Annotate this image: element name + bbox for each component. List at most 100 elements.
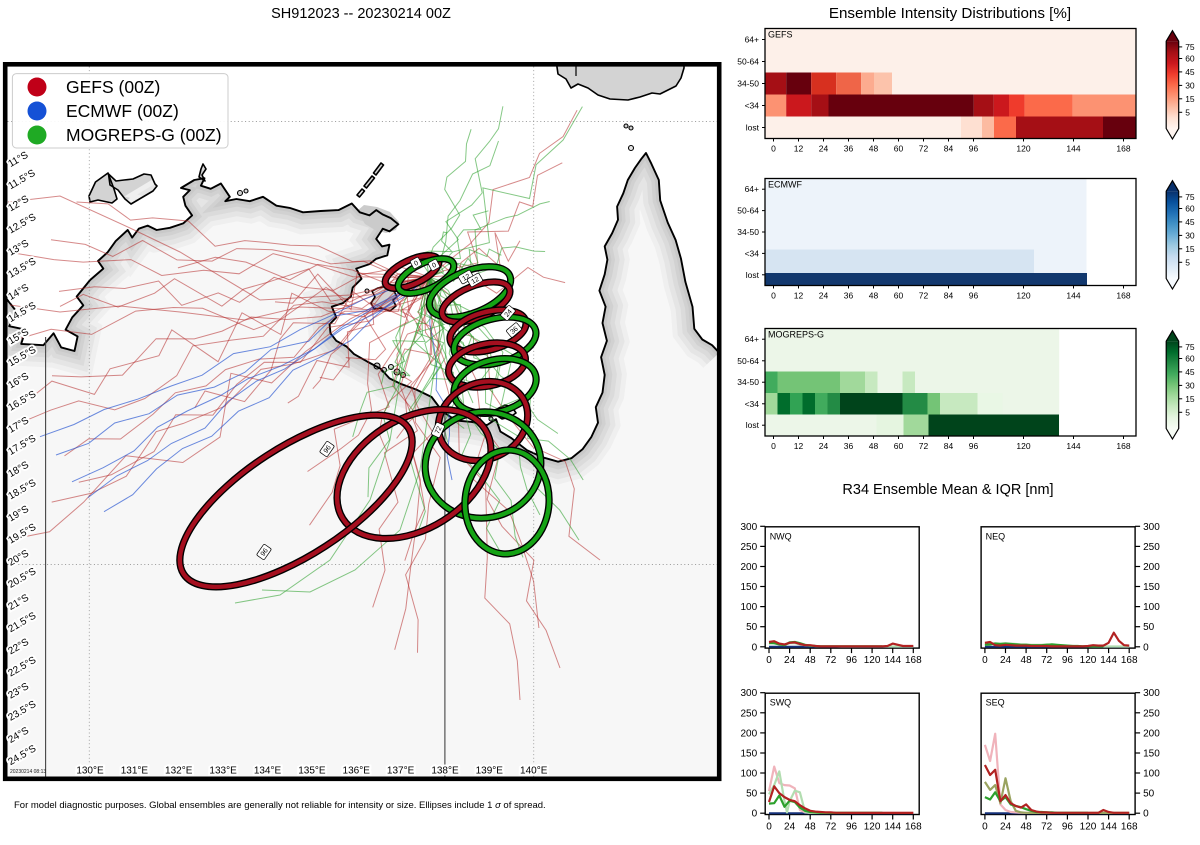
svg-text:0: 0 — [1143, 809, 1149, 820]
svg-text:72: 72 — [1041, 822, 1053, 833]
svg-text:0: 0 — [982, 655, 988, 666]
svg-text:134°E: 134°E — [254, 766, 282, 777]
svg-text:0: 0 — [982, 822, 988, 833]
svg-text:MOGREPS-G: MOGREPS-G — [768, 330, 824, 340]
svg-text:168: 168 — [1116, 441, 1130, 451]
svg-text:12: 12 — [461, 273, 471, 283]
svg-text:120: 120 — [1016, 441, 1030, 451]
svg-text:0: 0 — [766, 822, 772, 833]
svg-text:100: 100 — [741, 602, 758, 613]
svg-text:36: 36 — [844, 291, 854, 301]
svg-text:0: 0 — [413, 260, 420, 268]
svg-text:96: 96 — [969, 441, 979, 451]
svg-text:60: 60 — [894, 441, 904, 451]
svg-text:137°E: 137°E — [387, 766, 415, 777]
svg-text:MOGREPS-G (00Z): MOGREPS-G (00Z) — [66, 125, 222, 145]
svg-text:R34 Ensemble Mean & IQR [nm]: R34 Ensemble Mean & IQR [nm] — [842, 482, 1053, 498]
svg-text:50-64: 50-64 — [737, 57, 759, 67]
svg-text:120: 120 — [864, 822, 881, 833]
svg-text:SWQ: SWQ — [770, 698, 792, 708]
svg-text:72: 72 — [919, 144, 929, 154]
svg-text:lost: lost — [746, 123, 760, 133]
svg-text:36: 36 — [844, 441, 854, 451]
svg-text:24: 24 — [819, 441, 829, 451]
svg-text:168: 168 — [1116, 291, 1130, 301]
svg-text:<34: <34 — [745, 248, 760, 258]
svg-text:120: 120 — [864, 655, 881, 666]
svg-text:50-64: 50-64 — [737, 356, 759, 366]
svg-text:150: 150 — [741, 749, 758, 760]
svg-text:60: 60 — [1185, 54, 1195, 64]
svg-text:64+: 64+ — [745, 184, 759, 194]
svg-text:48: 48 — [1021, 822, 1033, 833]
svg-text:84: 84 — [944, 144, 954, 154]
svg-text:144: 144 — [1100, 655, 1117, 666]
svg-text:144: 144 — [884, 822, 901, 833]
svg-text:200: 200 — [741, 562, 758, 573]
svg-text:130°E: 130°E — [76, 766, 104, 777]
svg-text:34-50: 34-50 — [737, 377, 759, 387]
svg-text:96: 96 — [323, 444, 333, 454]
svg-text:60: 60 — [1185, 204, 1195, 214]
svg-text:30: 30 — [1185, 80, 1195, 90]
svg-text:250: 250 — [1143, 542, 1160, 553]
svg-text:For model diagnostic purposes.: For model diagnostic purposes. Global en… — [14, 800, 546, 811]
svg-text:131°E: 131°E — [121, 766, 149, 777]
svg-text:lost: lost — [746, 420, 760, 430]
svg-text:24: 24 — [784, 655, 796, 666]
svg-text:75: 75 — [1185, 342, 1195, 352]
svg-text:15: 15 — [1185, 394, 1195, 404]
svg-text:5: 5 — [1185, 407, 1190, 417]
svg-text:72: 72 — [1041, 655, 1053, 666]
svg-text:144: 144 — [884, 655, 901, 666]
svg-text:96: 96 — [846, 822, 858, 833]
svg-text:168: 168 — [1116, 144, 1130, 154]
svg-text:144: 144 — [1066, 291, 1080, 301]
svg-text:12: 12 — [794, 441, 804, 451]
svg-text:50: 50 — [746, 789, 758, 800]
svg-text:36: 36 — [509, 325, 519, 335]
svg-text:96: 96 — [969, 144, 979, 154]
svg-text:144: 144 — [1066, 441, 1080, 451]
svg-text:60: 60 — [1185, 354, 1195, 364]
svg-text:lost: lost — [746, 270, 760, 280]
svg-text:<34: <34 — [745, 101, 760, 111]
svg-text:60: 60 — [894, 291, 904, 301]
svg-text:45: 45 — [1185, 367, 1195, 377]
svg-text:168: 168 — [1121, 822, 1138, 833]
svg-text:48: 48 — [1021, 655, 1033, 666]
svg-text:0: 0 — [1143, 642, 1149, 653]
svg-text:GEFS: GEFS — [768, 30, 793, 40]
svg-text:139°E: 139°E — [476, 766, 504, 777]
svg-text:36: 36 — [844, 144, 854, 154]
svg-text:100: 100 — [1143, 602, 1160, 613]
svg-text:0: 0 — [752, 642, 758, 653]
svg-text:50: 50 — [1143, 789, 1155, 800]
svg-text:300: 300 — [1143, 688, 1160, 699]
svg-text:0: 0 — [771, 441, 776, 451]
svg-text:150: 150 — [741, 582, 758, 593]
svg-text:72: 72 — [434, 425, 444, 435]
svg-text:30: 30 — [1185, 230, 1195, 240]
svg-text:50: 50 — [746, 622, 758, 633]
svg-text:20230214 08:13: 20230214 08:13 — [10, 769, 46, 775]
svg-text:48: 48 — [869, 291, 879, 301]
svg-text:24: 24 — [784, 822, 796, 833]
svg-text:133°E: 133°E — [209, 766, 237, 777]
svg-text:0: 0 — [771, 291, 776, 301]
svg-text:168: 168 — [905, 655, 922, 666]
svg-text:0: 0 — [752, 809, 758, 820]
svg-text:34-50: 34-50 — [737, 79, 759, 89]
svg-text:0: 0 — [771, 144, 776, 154]
svg-text:50: 50 — [1143, 622, 1155, 633]
svg-text:150: 150 — [1143, 582, 1160, 593]
svg-text:<34: <34 — [745, 399, 760, 409]
svg-text:138°E: 138°E — [431, 766, 459, 777]
svg-text:48: 48 — [869, 441, 879, 451]
svg-text:64+: 64+ — [745, 35, 759, 45]
svg-text:NWQ: NWQ — [770, 531, 792, 541]
svg-text:144: 144 — [1100, 822, 1117, 833]
svg-text:96: 96 — [846, 655, 858, 666]
svg-text:200: 200 — [1143, 562, 1160, 573]
svg-text:75: 75 — [1185, 192, 1195, 202]
